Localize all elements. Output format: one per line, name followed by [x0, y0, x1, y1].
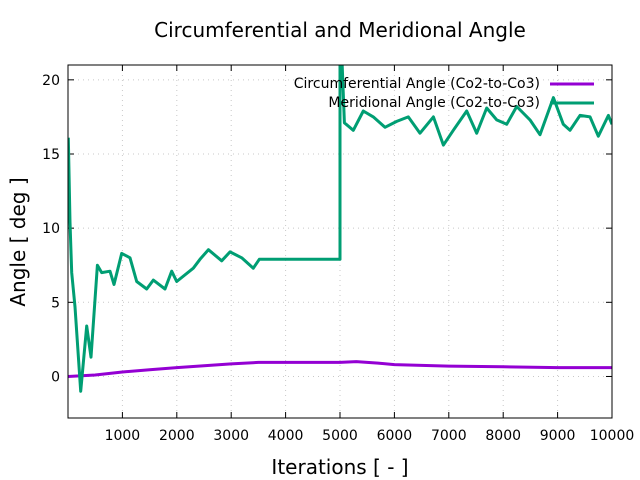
axis-ticks: 1000 2000 3000 4000 5000 6000 7000 8000 9000 1000…	[42, 65, 634, 444]
plot-frame	[67, 64, 613, 419]
x-tick-label: 8000	[485, 428, 521, 444]
legend-label-meridional: Meridional Angle (Co2-to-Co3)	[328, 95, 540, 111]
legend: Circumferential Angle (Co2-to-Co3) Merid…	[294, 76, 594, 111]
chart-title: Circumferential and Meridional Angle	[154, 18, 526, 42]
y-tick-label: 5	[51, 295, 60, 311]
y-tick-label: 20	[42, 73, 60, 89]
x-tick-label: 5000	[322, 428, 358, 444]
series-line-circumferential	[68, 360, 612, 378]
x-tick-label: 10000	[590, 428, 635, 444]
series-line-meridional	[68, 65, 612, 393]
y-tick-label: 10	[42, 221, 60, 237]
legend-label-circumferential: Circumferential Angle (Co2-to-Co3)	[294, 76, 540, 92]
y-tick-label: 0	[51, 369, 60, 385]
x-tick-label: 2000	[159, 428, 195, 444]
grid	[68, 65, 612, 418]
x-tick-label: 7000	[431, 428, 467, 444]
series-group	[68, 65, 612, 393]
x-axis-label: Iterations [ - ]	[271, 455, 408, 479]
y-tick-label: 15	[42, 147, 60, 163]
x-tick-label: 4000	[268, 428, 304, 444]
y-axis-label: Angle [ deg ]	[6, 177, 30, 306]
x-tick-label: 3000	[213, 428, 249, 444]
x-tick-label: 6000	[377, 428, 413, 444]
x-tick-label: 9000	[540, 428, 576, 444]
x-tick-label: 1000	[105, 428, 141, 444]
